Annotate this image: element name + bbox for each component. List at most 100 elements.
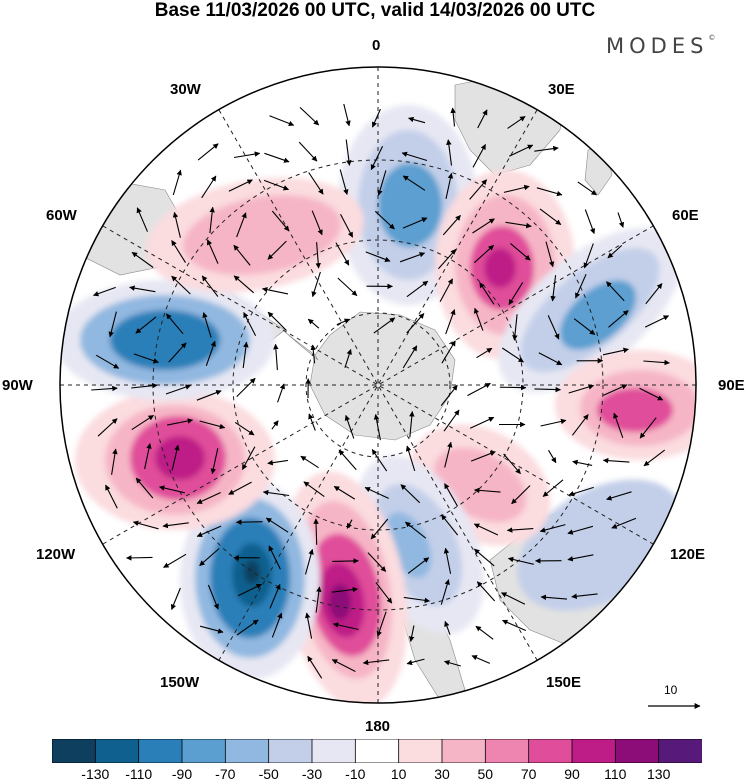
wind-vector-arrow	[508, 282, 524, 305]
wind-vector-arrow	[473, 307, 484, 331]
anomaly-pos-90e-inner	[597, 388, 673, 432]
wind-vector-arrow	[471, 655, 491, 664]
wind-vector-arrow	[171, 240, 186, 263]
anomaly-pos-40e-core	[484, 248, 516, 288]
wind-vector-arrow	[171, 275, 191, 295]
colorbar-tick-label: -50	[258, 766, 279, 782]
wind-vector-arrow	[304, 548, 314, 575]
wind-vector-arrow	[346, 519, 353, 529]
lon-label-120w: 120W	[36, 546, 76, 563]
wind-vector-arrow	[441, 514, 459, 536]
wind-vector-arrow	[234, 421, 255, 436]
colorbar-swatch	[268, 739, 313, 763]
wind-vector-arrow	[442, 214, 461, 236]
colorbar-swatch	[354, 739, 400, 763]
anomaly-neg-60e-inner	[559, 280, 637, 350]
wind-vector-arrow	[477, 109, 488, 129]
wind-vector-arrow	[264, 152, 290, 163]
lon-label-90e: 90E	[718, 377, 745, 394]
wind-vector-arrow	[606, 491, 632, 501]
wind-vector-arrow	[205, 340, 216, 366]
wind-vector-arrow	[373, 413, 381, 441]
wind-vector-arrow	[236, 377, 256, 397]
wind-vector-arrow	[338, 449, 357, 471]
colorbar-tick-label: 70	[520, 766, 537, 782]
wind-vector-arrow	[400, 484, 421, 504]
colorbar-swatch	[571, 739, 617, 763]
colorbar-tick-label: 30	[434, 766, 450, 782]
wind-vector-arrow	[168, 342, 187, 363]
wind-vector-arrow	[311, 210, 323, 236]
wind-vector-arrow	[133, 353, 159, 364]
colorbar	[52, 739, 702, 763]
wind-vector-arrow	[307, 318, 320, 329]
anomaly-pos-170w-peak	[329, 584, 351, 620]
wind-vector-arrow	[364, 487, 389, 499]
wind-vector-arrow	[401, 151, 428, 162]
wind-vector-arrow	[573, 318, 596, 336]
colorbar-swatch	[398, 739, 443, 763]
wind-vector-arrow	[539, 208, 562, 226]
wind-vector-arrow	[583, 243, 594, 269]
colorbar-swatch	[181, 739, 227, 763]
lon-label-60e: 60E	[672, 207, 699, 224]
wind-vector-arrow	[163, 553, 187, 568]
wind-vector-arrow	[262, 489, 290, 497]
wind-vector-arrow	[440, 579, 450, 605]
wind-vector-arrow	[639, 417, 657, 439]
wind-vector-arrow	[165, 313, 184, 335]
wind-vector-arrow	[201, 275, 219, 297]
anomaly-neg-140w-peak	[244, 560, 260, 584]
wind-vector-arrow	[331, 586, 359, 593]
wind-vector-arrow	[171, 444, 180, 471]
wind-vector-arrow	[443, 547, 452, 574]
colorbar-swatch	[484, 739, 530, 763]
wind-vector-arrow	[577, 181, 597, 196]
colorbar-swatch	[658, 739, 702, 763]
wind-vector-arrow	[446, 139, 453, 166]
wind-vector-arrow	[340, 213, 354, 238]
wind-vector-arrow	[332, 622, 359, 631]
wind-vector-arrow	[277, 383, 285, 403]
wind-vector-arrow	[202, 312, 212, 338]
wind-vector-arrow	[440, 384, 458, 406]
wind-vector-arrow	[473, 523, 499, 536]
colorbar-tick-label: 90	[564, 766, 580, 782]
graticule	[60, 67, 696, 703]
wind-vector-arrow	[131, 414, 154, 431]
wind-vector-arrow	[315, 586, 322, 613]
wind-vector-arrow	[199, 548, 220, 567]
wind-vector-arrow	[267, 311, 287, 331]
wind-vector-arrow	[602, 347, 629, 356]
wind-vector-arrow	[507, 115, 526, 129]
lon-label-30w: 30W	[170, 81, 201, 98]
antarctic-peninsula	[284, 331, 319, 361]
wind-vector-arrow	[469, 179, 488, 200]
wind-vector-arrow	[542, 479, 564, 497]
wind-vector-arrow	[263, 179, 290, 191]
wind-vector-arrow	[335, 242, 350, 266]
wind-vector-arrow	[503, 453, 521, 475]
wind-vector-arrow	[233, 244, 251, 266]
wind-vector-arrow	[299, 106, 320, 126]
wind-vector-arrow	[475, 625, 494, 640]
wind-vector-arrow	[639, 387, 664, 401]
wind-vector-arrow	[402, 345, 418, 369]
wind-vector-arrow	[408, 116, 426, 124]
wind-vector-arrow	[206, 239, 219, 264]
wind-vector-arrow	[261, 286, 289, 295]
wind-vector-arrow	[331, 659, 356, 672]
anomaly-neg-30w-inner	[378, 163, 442, 247]
wind-vector-arrow	[550, 275, 557, 302]
wind-vector-arrow	[158, 485, 185, 494]
wind-vector-arrow	[265, 517, 289, 533]
wind-vector-arrow	[233, 275, 255, 294]
colorbar-swatch	[52, 739, 97, 763]
wind-vector-arrow	[511, 485, 531, 505]
wind-vector-arrow	[536, 187, 563, 197]
wind-vector-arrow	[602, 457, 630, 464]
colorbar-tick-label: 110	[604, 766, 627, 782]
wind-vector-arrow	[476, 347, 493, 359]
wind-vector-arrow	[370, 518, 389, 540]
wind-vector-arrow	[268, 545, 281, 570]
